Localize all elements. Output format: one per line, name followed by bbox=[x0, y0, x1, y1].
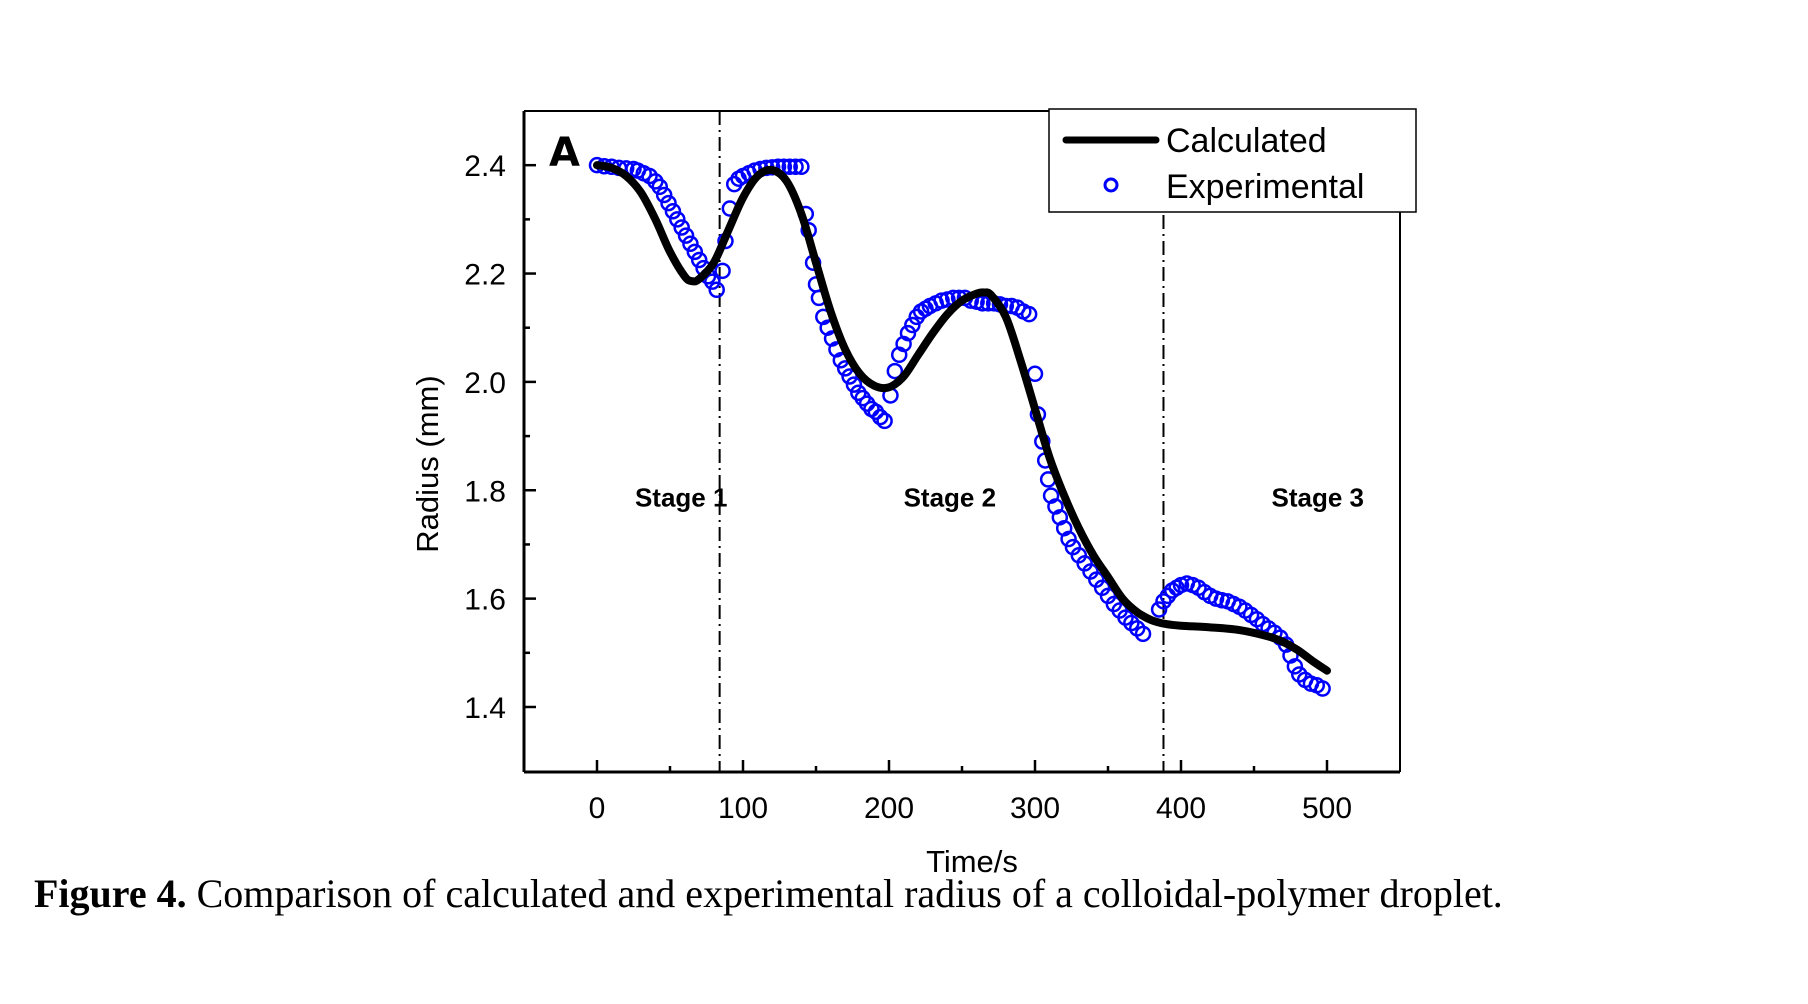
experimental-point bbox=[686, 243, 704, 261]
caption-label: Figure 4. bbox=[34, 871, 187, 916]
y-axis-title: Radius (mm) bbox=[410, 375, 445, 552]
legend-box bbox=[1048, 108, 1417, 213]
axes: 0 100 200 300 400 500 1.4 1.6 1.8 2.0 2.2 2.4 bbox=[464, 110, 1401, 825]
x-axis-title: Time/s bbox=[926, 844, 1018, 879]
legend-experimental-label: Experimental bbox=[1166, 168, 1364, 206]
y-tick-label: 2.4 bbox=[464, 150, 506, 183]
legend: Calculated Experimental bbox=[1048, 108, 1417, 213]
experimental-point bbox=[876, 412, 893, 430]
experimental-point bbox=[714, 262, 731, 280]
y-tick-label: 1.4 bbox=[464, 692, 506, 725]
experimental-point bbox=[793, 158, 810, 176]
y-tick-label: 1.6 bbox=[464, 584, 506, 617]
experimental-point bbox=[1314, 680, 1331, 697]
experimental-point bbox=[655, 186, 673, 204]
panel-label: A bbox=[549, 130, 580, 176]
y-tick-label: 2.0 bbox=[464, 367, 506, 400]
figure-caption: Figure 4. Comparison of calculated and e… bbox=[34, 870, 1503, 917]
stage-label-2: Stage 2 bbox=[904, 483, 997, 513]
x-tick-label: 300 bbox=[1010, 792, 1060, 825]
experimental-point bbox=[781, 158, 798, 176]
caption-text: Comparison of calculated and experimenta… bbox=[186, 871, 1503, 916]
experimental-point bbox=[1134, 625, 1152, 643]
experimental-point bbox=[1150, 601, 1168, 618]
experimental-point bbox=[1060, 530, 1077, 548]
experimental-point bbox=[886, 362, 904, 380]
experimental-point bbox=[682, 235, 699, 252]
experimental-point bbox=[673, 219, 690, 236]
experimental-point bbox=[899, 324, 917, 342]
experimental-point bbox=[669, 211, 686, 228]
experimental-point bbox=[933, 292, 950, 309]
experimental-point bbox=[704, 273, 721, 290]
experimental-point bbox=[708, 281, 725, 299]
experimental-point bbox=[690, 251, 708, 269]
x-tick-label: 200 bbox=[864, 792, 914, 825]
experimental-point bbox=[651, 178, 669, 196]
plot-area: Stage 1 Stage 2 Stage 3 bbox=[588, 111, 1365, 772]
x-tick-label: 100 bbox=[718, 792, 768, 825]
calculated-line bbox=[593, 161, 1331, 675]
legend-experimental-swatch bbox=[1103, 177, 1119, 193]
y-tick-label: 2.2 bbox=[464, 259, 506, 292]
x-tick-label: 500 bbox=[1302, 792, 1352, 825]
experimental-point bbox=[871, 408, 889, 426]
legend-calculated-label: Calculated bbox=[1166, 122, 1327, 160]
stage-label-1: Stage 1 bbox=[635, 483, 728, 513]
x-tick-label: 400 bbox=[1156, 792, 1206, 825]
experimental-point bbox=[841, 368, 858, 385]
experimental-point bbox=[904, 316, 921, 334]
experimental-point bbox=[787, 158, 804, 176]
y-tick-label: 1.8 bbox=[464, 475, 506, 508]
experimental-point bbox=[845, 376, 863, 393]
x-tick-label: 0 bbox=[589, 792, 606, 825]
experimental-point bbox=[664, 202, 682, 220]
experimental-point bbox=[660, 194, 677, 212]
experimental-point bbox=[677, 227, 695, 244]
experimental-point bbox=[1286, 658, 1304, 675]
stage-label-3: Stage 3 bbox=[1272, 483, 1365, 513]
experimental-point bbox=[1020, 305, 1038, 323]
